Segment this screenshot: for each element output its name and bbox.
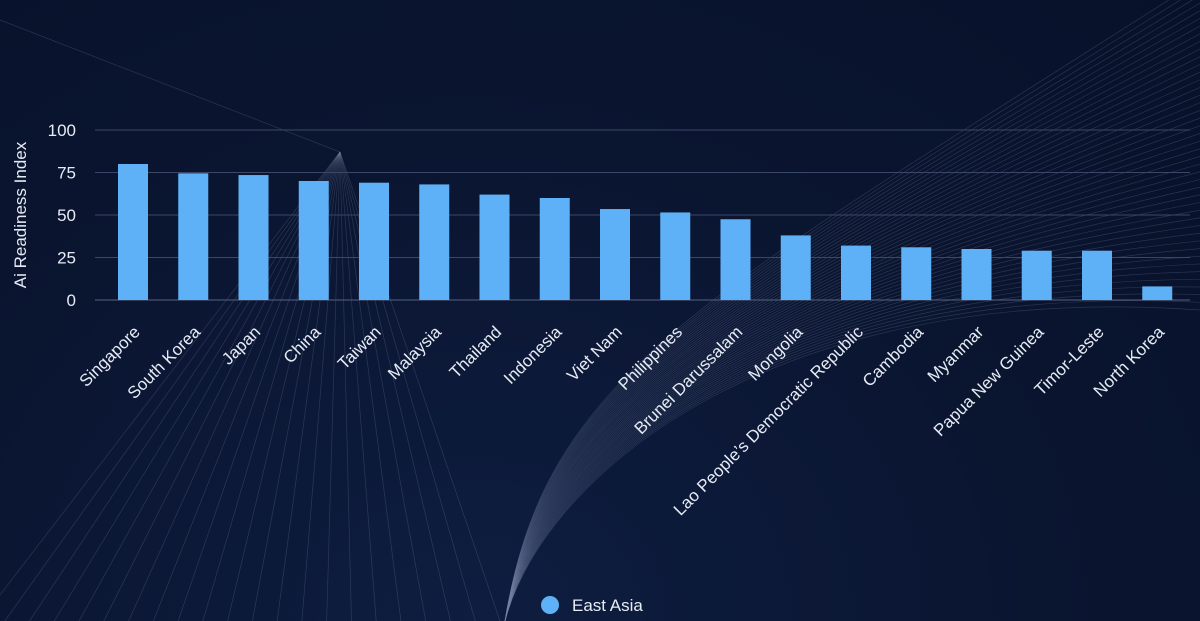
decor-ray: [78, 151, 341, 621]
decor-curve: [504, 71, 1200, 621]
decor-curve: [504, 133, 1200, 621]
decor-curve: [504, 94, 1200, 621]
bar[interactable]: [841, 245, 871, 300]
decor-ray: [339, 151, 352, 621]
decor-curve: [504, 79, 1200, 621]
x-tick-label: China: [280, 322, 325, 367]
y-tick-label: 75: [57, 164, 76, 183]
legend[interactable]: East Asia: [541, 596, 643, 615]
bar[interactable]: [419, 184, 450, 300]
decor-curve: [504, 110, 1200, 621]
decor-ray: [53, 151, 341, 621]
bar[interactable]: [720, 219, 751, 300]
decor-curve: [504, 10, 1200, 621]
decor-curve: [504, 33, 1200, 621]
decor-ray: [326, 151, 341, 621]
decor-curve: [504, 41, 1200, 621]
bar[interactable]: [600, 209, 630, 300]
decor-curve: [504, 186, 1200, 621]
decor-curve: [504, 56, 1200, 621]
bar[interactable]: [238, 175, 269, 300]
decor-ray: [339, 151, 377, 621]
decor-curve: [504, 125, 1200, 621]
decor-ray: [339, 151, 427, 621]
y-axis-title: Ai Readiness Index: [11, 141, 30, 288]
legend-label: East Asia: [572, 596, 643, 615]
x-tick-label: Thailand: [446, 322, 506, 382]
decor-curve: [504, 140, 1200, 621]
bar[interactable]: [1142, 286, 1173, 300]
decor-curve: [504, 102, 1200, 621]
decor-ray: [339, 151, 402, 621]
bar[interactable]: [1021, 250, 1052, 300]
x-tick-label: Taiwan: [334, 322, 385, 373]
decor-curve: [504, 0, 1181, 621]
decor-ray: [29, 151, 341, 621]
bar[interactable]: [961, 249, 992, 300]
decor-curve: [504, 64, 1200, 621]
x-tick-label: Malaysia: [384, 322, 445, 383]
decor-curve: [504, 148, 1200, 621]
decor-curve: [504, 87, 1200, 621]
y-axis-ticks: 0 25 50 75 100: [48, 121, 76, 310]
decor-curve: [504, 209, 1200, 621]
decor-curve: [504, 293, 1200, 621]
decor-curve: [504, 179, 1200, 621]
decor-ray: [339, 151, 451, 621]
bar[interactable]: [298, 181, 329, 300]
decor-curve: [504, 194, 1200, 621]
decor-curve: [504, 25, 1200, 621]
x-tick-label: Indonesia: [500, 322, 566, 388]
decor-curve: [504, 48, 1200, 621]
bar[interactable]: [178, 173, 209, 300]
x-tick-label: Papua New Guinea: [930, 322, 1048, 440]
bar[interactable]: [479, 194, 510, 300]
decor-curve: [504, 171, 1200, 621]
y-tick-label: 50: [57, 206, 76, 225]
decor-curve: [504, 2, 1200, 621]
decor-curve: [504, 0, 1194, 621]
decor-ray: [0, 151, 341, 596]
decor-curve: [504, 117, 1200, 621]
bars: [118, 164, 1173, 300]
bar[interactable]: [780, 235, 811, 300]
bar[interactable]: [1082, 250, 1112, 300]
decor-ray: [4, 151, 341, 621]
bar[interactable]: [359, 182, 389, 300]
x-tick-label: Viet Nam: [563, 322, 626, 385]
gridlines: [95, 129, 1190, 301]
decor-ray: [301, 151, 341, 621]
decor-curve: [504, 0, 1170, 621]
bar[interactable]: [660, 212, 691, 300]
x-tick-label: Japan: [218, 322, 264, 368]
y-tick-label: 0: [67, 291, 76, 310]
y-tick-label: 100: [48, 121, 76, 140]
bar[interactable]: [539, 198, 570, 300]
y-tick-label: 25: [57, 249, 76, 268]
x-tick-label: Brunei Darussalam: [631, 322, 747, 438]
x-tick-label: Mongolia: [744, 322, 807, 385]
legend-swatch: [541, 596, 559, 614]
decor-curve: [504, 202, 1200, 621]
decor-curve: [504, 18, 1200, 621]
decor-curve: [504, 163, 1200, 621]
x-tick-label: Cambodia: [859, 322, 928, 391]
decor-curve: [504, 300, 1200, 621]
bar[interactable]: [118, 164, 148, 300]
decor-ray: [276, 151, 341, 621]
x-tick-label: Myanmar: [924, 322, 988, 386]
bar[interactable]: [901, 247, 932, 300]
decor-curve: [504, 306, 1200, 621]
